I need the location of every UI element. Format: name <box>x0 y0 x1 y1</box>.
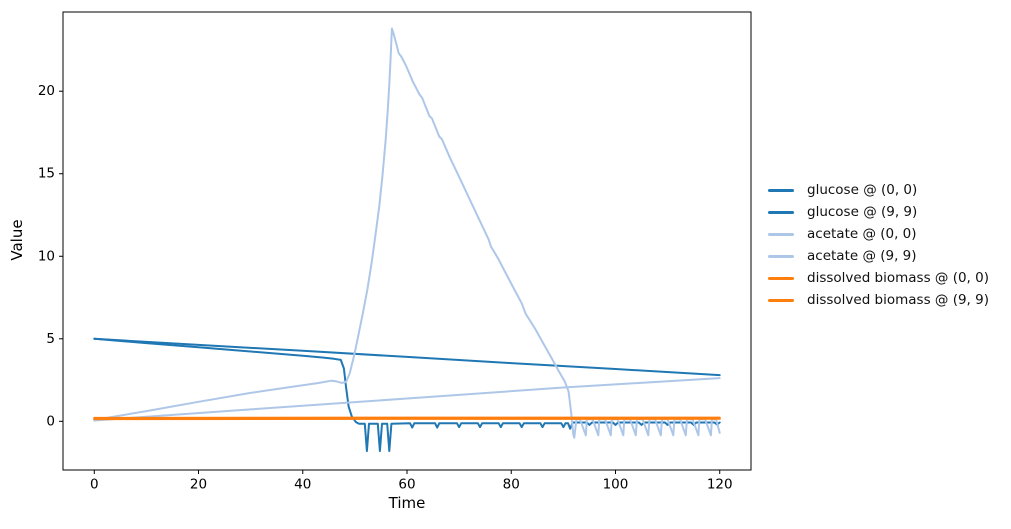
plot-frame <box>62 11 752 471</box>
y-axis-label: Value <box>8 219 26 261</box>
legend-item: glucose @ (9, 9) <box>768 201 989 223</box>
legend-label: dissolved biomass @ (9, 9) <box>807 292 989 308</box>
legend-swatch-line <box>768 210 794 214</box>
y-tick-label: 20 <box>38 83 55 99</box>
legend-item: acetate @ (9, 9) <box>768 245 989 267</box>
y-tick-label: 10 <box>38 248 55 264</box>
x-tick-label: 60 <box>398 477 415 493</box>
series-line-acetate-0-0 <box>93 377 721 422</box>
x-tick-label: 120 <box>707 477 733 493</box>
y-tick-label: 5 <box>46 331 55 347</box>
x-tick-label: 80 <box>503 477 520 493</box>
legend-swatch-line <box>768 188 794 192</box>
legend-item: dissolved biomass @ (9, 9) <box>768 289 989 311</box>
legend-swatch-line <box>768 298 794 302</box>
legend-label: glucose @ (9, 9) <box>807 204 918 220</box>
legend-swatch-line <box>768 254 794 258</box>
legend-label: dissolved biomass @ (0, 0) <box>807 270 989 286</box>
y-tick-label: 0 <box>46 413 55 429</box>
x-tick-label: 0 <box>90 477 99 493</box>
legend-swatch-line <box>768 232 794 236</box>
legend-label: glucose @ (0, 0) <box>807 182 918 198</box>
legend-item: glucose @ (0, 0) <box>768 179 989 201</box>
x-tick-label: 40 <box>294 477 311 493</box>
legend-label: acetate @ (0, 0) <box>807 226 917 242</box>
series-line-glucose-0-0 <box>93 337 721 377</box>
series-line-acetate-9-9 <box>93 27 721 439</box>
x-tick-label: 100 <box>603 477 629 493</box>
legend: glucose @ (0, 0) glucose @ (9, 9) acetate … <box>768 179 989 311</box>
x-axis-label: Time <box>388 494 426 512</box>
x-tick-label: 20 <box>190 477 207 493</box>
series-line-glucose-9-9 <box>93 337 721 452</box>
legend-item: acetate @ (0, 0) <box>768 223 989 245</box>
legend-label: acetate @ (9, 9) <box>807 248 917 264</box>
legend-item: dissolved biomass @ (0, 0) <box>768 267 989 289</box>
legend-swatch-line <box>768 276 794 280</box>
y-tick-label: 15 <box>38 166 55 182</box>
